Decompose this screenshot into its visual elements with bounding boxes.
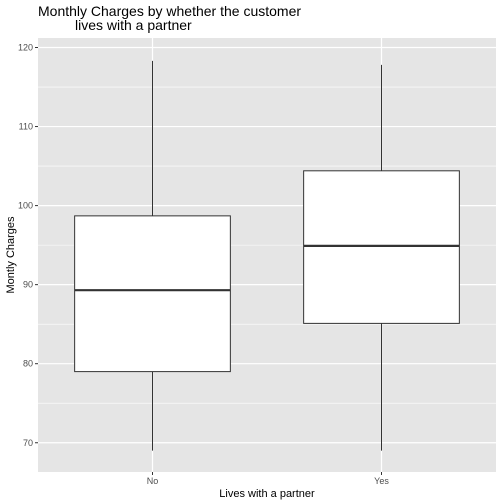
y-axis: 70 80 90 100 110 120 [18, 42, 38, 448]
y-tick-label: 120 [18, 42, 33, 52]
y-axis-title: Montly Charges [5, 216, 17, 294]
box-no [74, 60, 231, 451]
y-tick-label: 110 [19, 122, 33, 132]
x-tick-label: Yes [374, 476, 389, 486]
y-tick-label: 100 [18, 201, 33, 211]
boxes [74, 60, 460, 451]
x-axis: No Yes [147, 472, 389, 486]
x-axis-title: Lives with a partner [219, 488, 315, 500]
x-tick-label: No [147, 476, 159, 486]
interquartile-box [303, 170, 460, 324]
chart-title-line-1: Monthly Charges by whether the customer [38, 3, 301, 19]
y-tick-label: 90 [23, 280, 33, 290]
y-tick-label: 80 [23, 359, 33, 369]
chart-title-line-2: lives with a partner [75, 17, 192, 33]
box-yes [303, 64, 460, 451]
y-tick-label: 70 [23, 438, 33, 448]
interquartile-box [74, 215, 231, 373]
